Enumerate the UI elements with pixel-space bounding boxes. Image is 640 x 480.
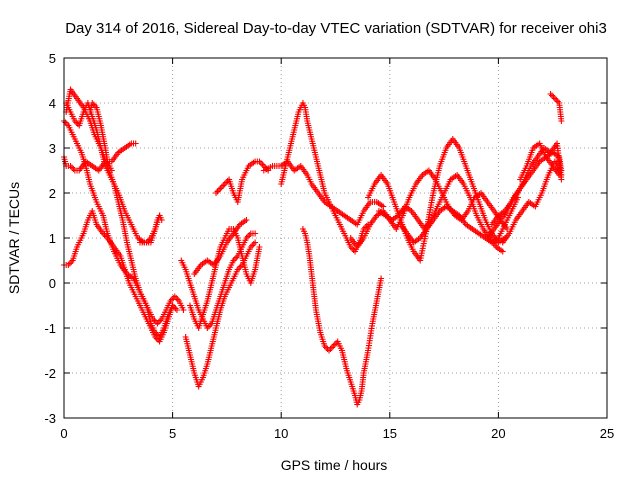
x-tick-label: 20 — [491, 426, 505, 441]
x-axis-label: GPS time / hours — [281, 457, 388, 473]
series-11-points — [191, 217, 250, 277]
y-tick-label: -3 — [44, 411, 56, 426]
series-9-points — [186, 226, 263, 331]
y-tick-label: -1 — [44, 321, 56, 336]
data-point-plus — [252, 239, 259, 246]
y-tick-label: 3 — [49, 141, 56, 156]
data-point-plus — [108, 167, 115, 174]
series-19-points — [397, 194, 521, 246]
series-6-points — [87, 100, 115, 174]
data-point-plus — [256, 244, 263, 250]
series-15-points — [299, 226, 385, 408]
x-tick-label: 0 — [60, 426, 67, 441]
data-point-plus — [158, 217, 165, 223]
series-4-points — [61, 208, 176, 345]
data-point-plus — [132, 140, 139, 147]
series-12-points — [213, 158, 272, 205]
data-point-plus — [243, 217, 250, 223]
data-point-plus — [558, 118, 565, 124]
x-tick-label: 25 — [600, 426, 614, 441]
series-10-points — [182, 239, 259, 390]
y-tick-label: 5 — [49, 51, 56, 66]
y-axis-label: SDTVAR / TECUs — [6, 182, 22, 294]
data-point-plus — [173, 307, 180, 313]
y-tick-label: -2 — [44, 366, 56, 381]
data-point-plus — [378, 275, 385, 282]
plot-frame — [63, 57, 608, 419]
series-17-points — [365, 136, 508, 264]
data-point-plus — [499, 248, 506, 255]
series-24-points — [547, 91, 565, 124]
x-tick-label: 10 — [274, 426, 288, 441]
data-point-plus — [556, 172, 563, 178]
series-23-points — [517, 140, 563, 183]
series-5-points — [63, 86, 187, 327]
chart-title: Day 314 of 2016, Sidereal Day-to-day VTE… — [65, 20, 607, 37]
data-point-plus — [252, 230, 259, 237]
y-tick-label: 2 — [49, 186, 56, 201]
data-points — [61, 86, 565, 408]
tick-labels: 0 5 10 15 20 25 -3 -2 -1 0 1 2 3 4 5 — [44, 51, 614, 441]
y-tick-label: 0 — [49, 276, 56, 291]
x-tick-label: 15 — [383, 426, 397, 441]
y-tick-label: 1 — [49, 231, 56, 246]
data-point-plus — [180, 307, 187, 313]
x-tick-label: 5 — [169, 426, 176, 441]
series-7-points — [137, 212, 165, 246]
y-tick-label: 4 — [49, 96, 56, 111]
